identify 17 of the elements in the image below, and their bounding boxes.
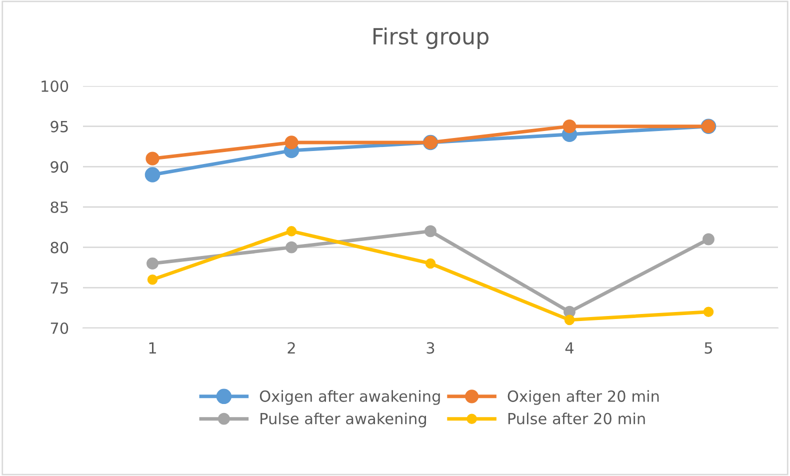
x-tick-label: 2 [288, 342, 295, 354]
y-tick-label: 100 [42, 80, 68, 92]
y-tick-label: 90 [50, 161, 68, 173]
x-tick-label: 5 [704, 342, 712, 354]
legend-label: Pulse after 20 min [508, 412, 645, 424]
legend-label: Oxigen after awakening [260, 390, 440, 405]
legend-label: Pulse after awakening [260, 412, 426, 428]
y-tick-label: 70 [50, 322, 68, 334]
x-tick-label: 3 [426, 342, 434, 354]
y-tick-label: 75 [50, 282, 68, 294]
y-tick-label: 95 [50, 120, 68, 132]
legend-label: Oxigen after 20 min [508, 390, 659, 405]
chart-title: First group [374, 27, 488, 49]
y-tick-label: 85 [50, 201, 68, 214]
x-tick-label: 4 [565, 342, 574, 354]
y-tick-label: 80 [50, 242, 68, 254]
x-tick-label: 1 [149, 342, 156, 354]
